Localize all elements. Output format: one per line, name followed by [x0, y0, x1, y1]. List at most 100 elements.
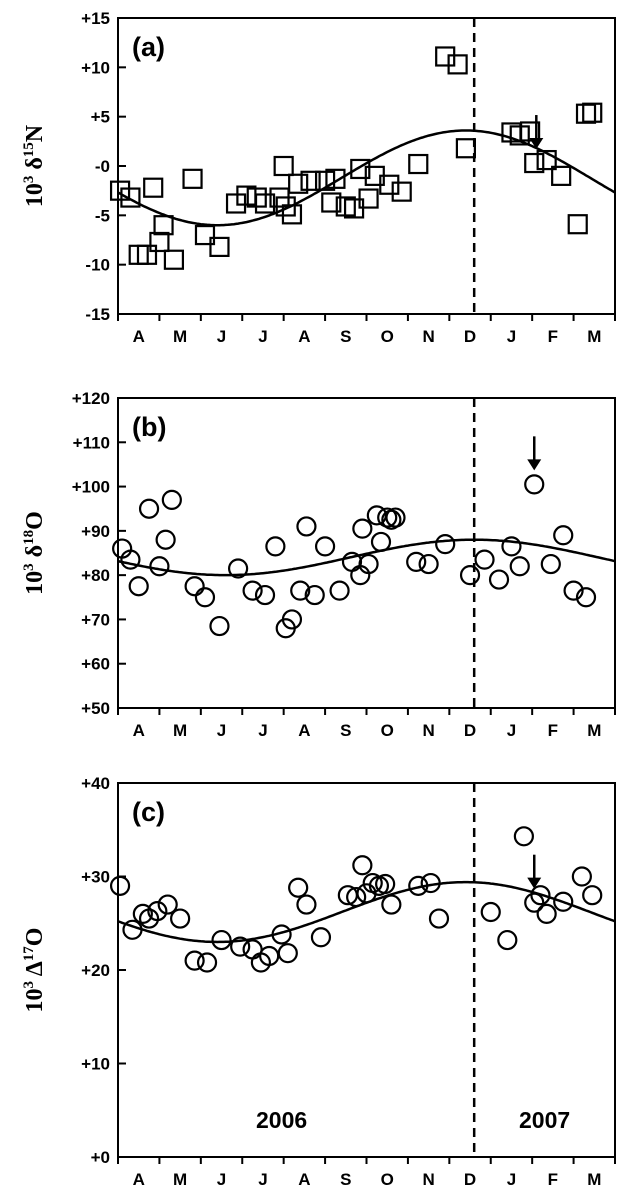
panel-a-chart: -15 -10 -5 -0 +5 +10 +15 A M J J A S O N D J F M 103 δ15N (a… — [21, 9, 616, 346]
panel-c-ylabel: 103 Δ17O — [21, 928, 48, 1013]
panel-a-ytick-label: -5 — [95, 206, 110, 225]
panel-a-month-label: J — [507, 327, 516, 346]
panel-b-ytick-label: +100 — [72, 478, 110, 497]
panel-b-data-point — [329, 580, 350, 601]
panel-a-data-point — [358, 188, 379, 209]
panel-a-fit-curve — [117, 129, 616, 227]
panel-c-ytick-label: +30 — [81, 868, 110, 887]
panel-b-data-point — [242, 580, 263, 601]
panel-b-data-point — [501, 536, 522, 557]
panel-c-arrow-icon — [527, 877, 542, 889]
panel-b-data-point — [149, 556, 170, 577]
panel-a-data-point — [325, 168, 346, 189]
panel-c-data-point — [480, 901, 501, 923]
panel-b-ytick-label: +120 — [72, 389, 110, 408]
panel-a-data-point — [321, 192, 342, 213]
panel-b-month-label: J — [507, 721, 516, 740]
panel-c-month-label: J — [217, 1170, 226, 1189]
panel-b-ytick-label: +70 — [81, 610, 110, 629]
panel-a-ytick-label: +10 — [81, 58, 110, 77]
panel-c-month-label: D — [464, 1170, 476, 1189]
panel-a-data-point — [194, 224, 216, 246]
panel-b-data-point — [352, 518, 373, 539]
panel-a-data-point — [575, 103, 597, 124]
panel-a-arrow-icon — [529, 138, 544, 150]
panel-c-month-label: M — [173, 1170, 187, 1189]
panel-b-data-point — [435, 534, 456, 555]
panel-a-data-point — [567, 214, 588, 235]
panel-b-data-point — [254, 584, 276, 606]
panel-c-data-point — [420, 872, 441, 894]
panel-a-ytick-label: +5 — [91, 108, 110, 127]
panel-a-data-point — [391, 181, 412, 202]
panel-c-month-label: S — [340, 1170, 351, 1189]
panel-a-data-point — [109, 180, 131, 201]
panel-a-data-point — [408, 153, 429, 175]
panel-a-ytick-label: -15 — [85, 305, 110, 324]
panel-a-month-label: M — [587, 327, 601, 346]
panel-c-data-point — [122, 919, 143, 940]
panel-a-data-point — [281, 204, 303, 225]
panel-a-data-point — [455, 138, 476, 159]
panel-b-data-point — [358, 553, 379, 575]
panel-b-data-point — [138, 498, 160, 519]
panel-c-data-point — [288, 877, 309, 898]
panel-c-year-label: 2006 — [256, 1107, 307, 1133]
panel-c-data-point — [310, 927, 332, 948]
panel-b-data-point — [385, 507, 406, 528]
panel-c-data-point — [408, 875, 429, 896]
panel-c-fit-curve — [117, 880, 616, 944]
panel-a-data-point — [519, 121, 541, 142]
panel-c-label: (c) — [132, 797, 165, 827]
panel-a-month-label: S — [340, 327, 351, 346]
panel-b-data-point — [304, 584, 325, 606]
panel-b-month-label: A — [298, 721, 310, 740]
panel-a-month-label: N — [422, 327, 434, 346]
panel-a-data-point — [149, 231, 170, 253]
panel-b-fit-curve — [117, 538, 616, 577]
panel-a-data-point — [350, 158, 371, 180]
panel-c-data-point — [132, 903, 153, 925]
panel-b-data-point — [370, 531, 392, 553]
panel-a-data-point — [582, 102, 603, 123]
panel-a-data-point — [551, 165, 572, 186]
panel-a-data-point — [273, 155, 294, 177]
panel-a-ytick-label: +15 — [81, 9, 110, 28]
panel-b-month-label: M — [587, 721, 601, 740]
panel-c-data-point — [277, 943, 298, 964]
panel-b-data-point — [184, 576, 205, 597]
panel-c-data-point — [530, 885, 551, 906]
panel-c-month-label: F — [548, 1170, 558, 1189]
panel-c-data-point — [497, 929, 518, 951]
panel-c-month-label: A — [298, 1170, 310, 1189]
panel-b-label: (b) — [132, 412, 166, 442]
panel-b-ytick-label: +80 — [81, 566, 110, 585]
panel-c-data-point — [513, 826, 534, 847]
panel-b-month-label: O — [381, 721, 394, 740]
panel-b-arrow-icon — [527, 459, 542, 471]
panel-a-data-point — [300, 170, 321, 191]
panel-c-ytick-label: +20 — [81, 961, 110, 980]
panel-b-month-label: F — [548, 721, 558, 740]
panel-c-data-point — [428, 908, 450, 929]
panel-b-data-point — [290, 580, 311, 601]
panel-b-data-point — [281, 609, 303, 630]
panel-c-data-point — [296, 894, 317, 915]
panel-c-data-point — [196, 952, 218, 973]
panel-c-month-label: O — [381, 1170, 394, 1189]
panel-a-ylabel: 103 δ15N — [21, 124, 48, 207]
panel-a-month-label: J — [217, 327, 226, 346]
panel-c-month-label: M — [587, 1170, 601, 1189]
panel-a-ytick-label: -10 — [85, 256, 110, 275]
panel-b-data-point — [120, 549, 141, 570]
panel-a-data-point — [120, 187, 141, 208]
panel-c-data-point — [582, 885, 603, 906]
panel-b-data-point — [509, 556, 530, 577]
panel-b-data-point — [161, 489, 182, 510]
panel-b-ytick-label: +110 — [73, 433, 110, 452]
panel-c-data-point — [553, 891, 574, 912]
panel-b-month-label: M — [173, 721, 187, 740]
panel-b-data-point — [265, 536, 286, 557]
panel-b-data-point — [296, 516, 317, 537]
